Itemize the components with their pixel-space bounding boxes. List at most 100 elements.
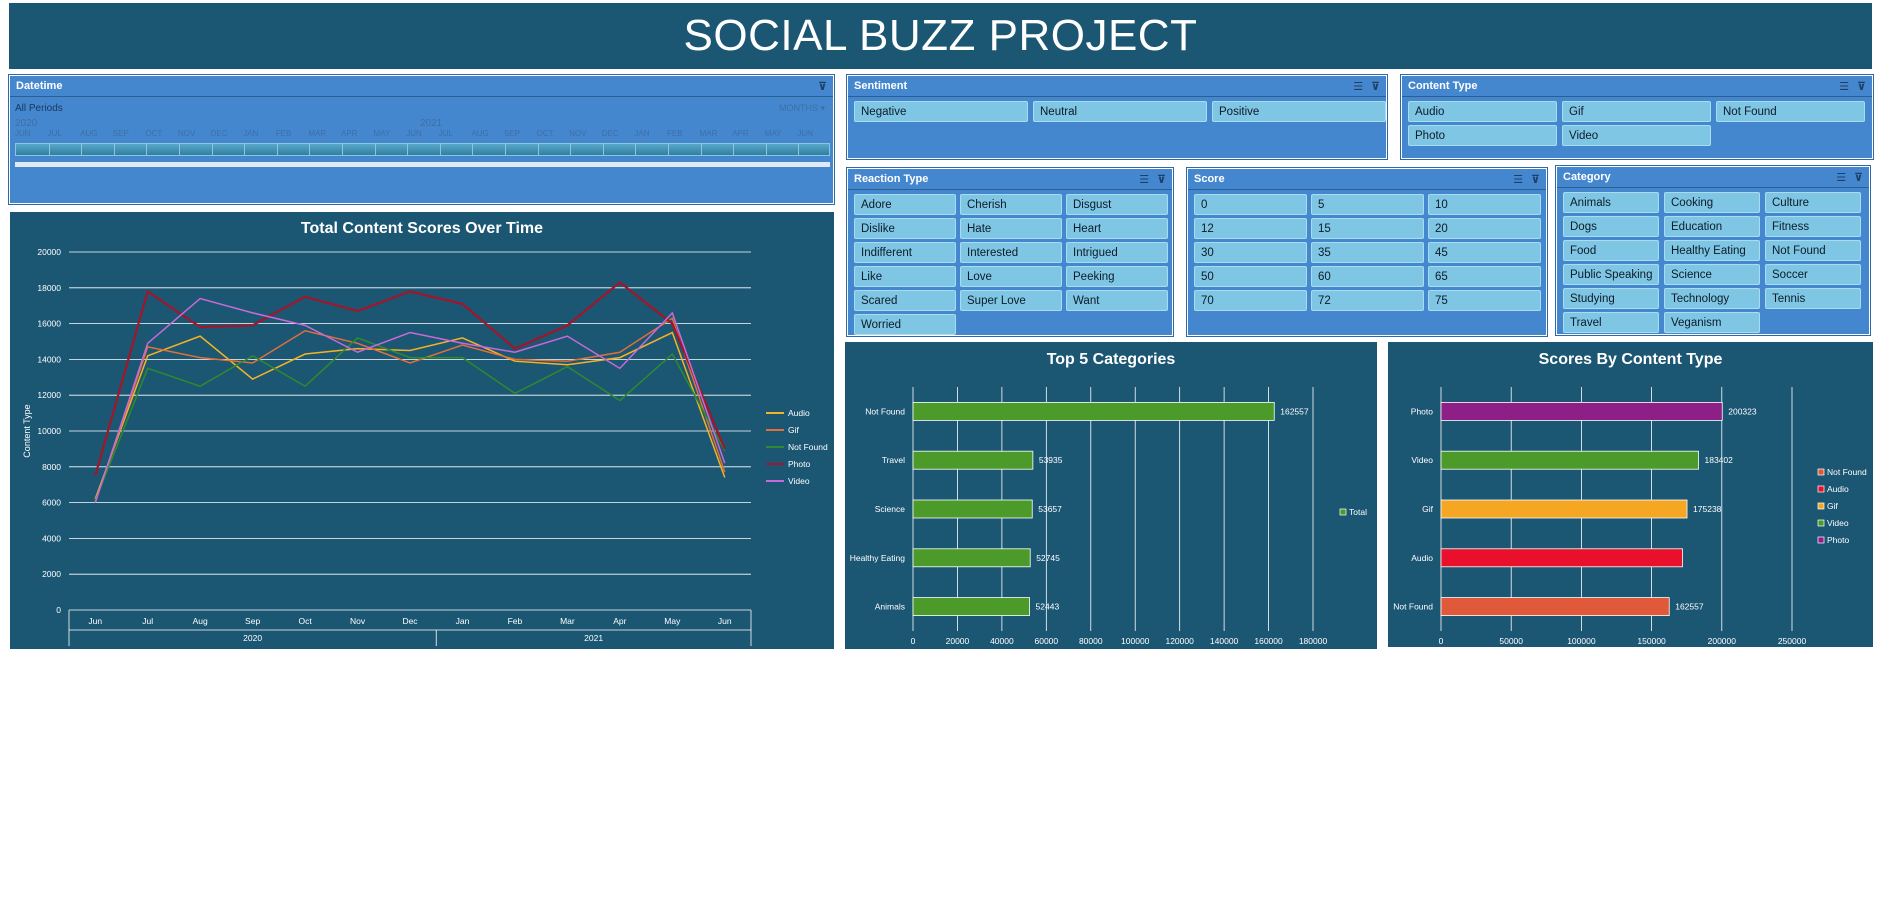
- x-tick-label: Sep: [245, 616, 260, 626]
- sentiment-item-positive[interactable]: Positive: [1212, 101, 1386, 122]
- clear-filter-icon[interactable]: ⊽: [1857, 80, 1866, 93]
- clear-filter-icon[interactable]: ⊽: [1157, 173, 1166, 186]
- reaction-item-super-love[interactable]: Super Love: [960, 290, 1062, 311]
- category-item-travel[interactable]: Travel: [1563, 312, 1659, 333]
- score-item-45[interactable]: 45: [1428, 242, 1541, 263]
- score-item-70[interactable]: 70: [1194, 290, 1307, 311]
- datetime-timeline-slicer[interactable]: Datetime ⊽ All Periods MONTHS ▾ 2020 202…: [8, 74, 835, 205]
- category-item-studying[interactable]: Studying: [1563, 288, 1659, 309]
- score-item-50[interactable]: 50: [1194, 266, 1307, 287]
- content-type-item-photo[interactable]: Photo: [1408, 125, 1557, 146]
- x-tick-label: 100000: [1121, 636, 1150, 646]
- reaction-item-like[interactable]: Like: [854, 266, 956, 287]
- content-type-item-not-found[interactable]: Not Found: [1716, 101, 1865, 122]
- reaction-item-want[interactable]: Want: [1066, 290, 1168, 311]
- score-item-10[interactable]: 10: [1428, 194, 1541, 215]
- timeline-all-periods: All Periods: [15, 103, 63, 114]
- bar-not-found: [912, 402, 1275, 421]
- reaction-item-worried[interactable]: Worried: [854, 314, 956, 335]
- category-item-not-found[interactable]: Not Found: [1765, 240, 1861, 261]
- category-item-fitness[interactable]: Fitness: [1765, 216, 1861, 237]
- score-item-65[interactable]: 65: [1428, 266, 1541, 287]
- reaction-item-heart[interactable]: Heart: [1066, 218, 1168, 239]
- multi-select-icon[interactable]: ☰: [1353, 80, 1364, 93]
- clear-filter-icon[interactable]: ⊽: [818, 80, 827, 93]
- timeline-month-label: FEB: [275, 129, 292, 138]
- line-chart-title: Total Content Scores Over Time: [300, 220, 544, 237]
- timeline-month-label: AUG: [471, 129, 489, 138]
- timeline-month-label: MAR: [308, 129, 327, 138]
- multi-select-icon[interactable]: ☰: [1139, 173, 1150, 186]
- timeline-month-label: JAN: [634, 129, 650, 138]
- clear-filter-icon[interactable]: ⊽: [1854, 171, 1863, 184]
- category-item-veganism[interactable]: Veganism: [1664, 312, 1760, 333]
- timeline-month-divider: [374, 144, 376, 155]
- category-item-cooking[interactable]: Cooking: [1664, 192, 1760, 213]
- timeline-track[interactable]: [15, 143, 830, 156]
- category-item-culture[interactable]: Culture: [1765, 192, 1861, 213]
- timeline-scrollbar[interactable]: [15, 162, 830, 167]
- sentiment-item-negative[interactable]: Negative: [854, 101, 1028, 122]
- timeline-month-divider: [570, 144, 572, 155]
- content-type-item-video[interactable]: Video: [1562, 125, 1711, 146]
- reaction-item-dislike[interactable]: Dislike: [854, 218, 956, 239]
- score-item-35[interactable]: 35: [1311, 242, 1424, 263]
- reaction-item-scared[interactable]: Scared: [854, 290, 956, 311]
- score-item-60[interactable]: 60: [1311, 266, 1424, 287]
- multi-select-icon[interactable]: ☰: [1839, 80, 1850, 93]
- timeline-unit-dropdown[interactable]: MONTHS ▾: [778, 103, 825, 113]
- score-header-label: Score: [1194, 173, 1225, 185]
- timeline-month-divider: [244, 144, 246, 155]
- category-item-technology[interactable]: Technology: [1664, 288, 1760, 309]
- score-item-72[interactable]: 72: [1311, 290, 1424, 311]
- timeline-year-2020: 2020: [15, 118, 38, 129]
- timeline-month-divider: [48, 144, 50, 155]
- category-item-healthy-eating[interactable]: Healthy Eating: [1664, 240, 1760, 261]
- legend-label: Gif: [1827, 501, 1839, 511]
- timeline-month-label: DEC: [210, 129, 228, 138]
- content-type-item-gif[interactable]: Gif: [1562, 101, 1711, 122]
- timeline-month-label: NOV: [178, 129, 196, 138]
- reaction-item-peeking[interactable]: Peeking: [1066, 266, 1168, 287]
- legend-label: Total: [1349, 507, 1367, 517]
- legend-label: Video: [1827, 518, 1849, 528]
- reaction-item-cherish[interactable]: Cherish: [960, 194, 1062, 215]
- category-item-food[interactable]: Food: [1563, 240, 1659, 261]
- category-item-science[interactable]: Science: [1664, 264, 1760, 285]
- dashboard-title-bar: SOCIAL BUZZ PROJECT: [9, 3, 1872, 69]
- legend-swatch: [1817, 468, 1825, 476]
- score-item-75[interactable]: 75: [1428, 290, 1541, 311]
- score-item-12[interactable]: 12: [1194, 218, 1307, 239]
- score-item-0[interactable]: 0: [1194, 194, 1307, 215]
- reaction-type-header: Reaction Type ☰ ⊽: [848, 169, 1172, 190]
- reaction-item-interested[interactable]: Interested: [960, 242, 1062, 263]
- dashboard-title: SOCIAL BUZZ PROJECT: [683, 11, 1198, 60]
- reaction-item-indifferent[interactable]: Indifferent: [854, 242, 956, 263]
- reaction-item-disgust[interactable]: Disgust: [1066, 194, 1168, 215]
- category-item-tennis[interactable]: Tennis: [1765, 288, 1861, 309]
- reaction-item-adore[interactable]: Adore: [854, 194, 956, 215]
- category-item-soccer[interactable]: Soccer: [1765, 264, 1861, 285]
- clear-filter-icon[interactable]: ⊽: [1371, 80, 1380, 93]
- content-scores-line-chart: Total Content Scores Over Time 0 2000 4000…: [9, 211, 835, 650]
- score-item-30[interactable]: 30: [1194, 242, 1307, 263]
- legend-swatch: [1339, 508, 1347, 516]
- category-item-education[interactable]: Education: [1664, 216, 1760, 237]
- x-tick-label: 50000: [1499, 636, 1523, 646]
- reaction-item-love[interactable]: Love: [960, 266, 1062, 287]
- category-item-animals[interactable]: Animals: [1563, 192, 1659, 213]
- sentiment-slicer: Sentiment ☰ ⊽ Negative Neutral Positive: [846, 74, 1388, 160]
- score-item-20[interactable]: 20: [1428, 218, 1541, 239]
- score-item-15[interactable]: 15: [1311, 218, 1424, 239]
- category-item-public-speaking[interactable]: Public Speaking: [1563, 264, 1659, 285]
- category-item-dogs[interactable]: Dogs: [1563, 216, 1659, 237]
- multi-select-icon[interactable]: ☰: [1513, 173, 1524, 186]
- multi-select-icon[interactable]: ☰: [1836, 171, 1847, 184]
- content-type-item-audio[interactable]: Audio: [1408, 101, 1557, 122]
- bar-value-label: 200323: [1728, 406, 1757, 416]
- reaction-item-hate[interactable]: Hate: [960, 218, 1062, 239]
- clear-filter-icon[interactable]: ⊽: [1531, 173, 1540, 186]
- score-item-5[interactable]: 5: [1311, 194, 1424, 215]
- reaction-item-intrigued[interactable]: Intrigued: [1066, 242, 1168, 263]
- sentiment-item-neutral[interactable]: Neutral: [1033, 101, 1207, 122]
